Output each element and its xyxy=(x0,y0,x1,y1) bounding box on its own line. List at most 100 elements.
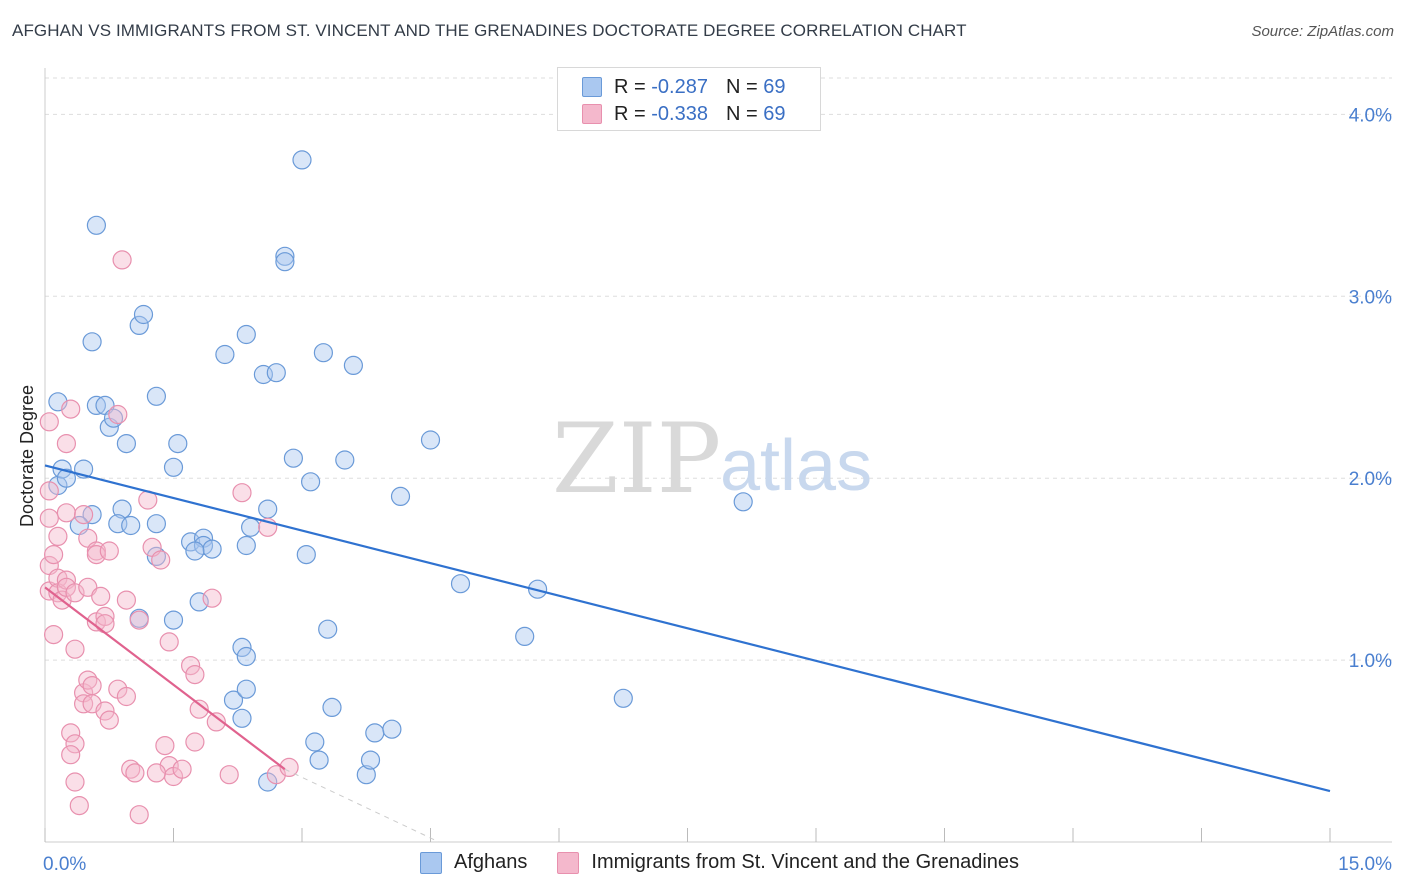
afghans-point xyxy=(420,430,441,450)
legend-r-value: -0.338 xyxy=(651,102,708,125)
y-tick-label: 2.0% xyxy=(1349,469,1392,490)
immigrants-point xyxy=(112,250,132,270)
immigrants-point xyxy=(65,734,85,754)
immigrants-point xyxy=(65,583,85,603)
immigrants-point xyxy=(82,675,102,696)
immigrants-point xyxy=(155,735,175,756)
immigrants-point xyxy=(159,632,179,652)
afghans-point xyxy=(163,610,184,630)
afghans-point xyxy=(236,679,256,699)
afghans-point xyxy=(146,514,166,534)
immigrants-points xyxy=(39,250,299,825)
afghans-point xyxy=(275,246,295,266)
afghans-point xyxy=(283,448,303,468)
blue-swatch-icon xyxy=(420,851,442,874)
y-axis-label: Doctorate Degree xyxy=(17,385,37,527)
afghans-point xyxy=(515,626,535,647)
pink-swatch-icon xyxy=(557,851,580,874)
y-tick-label: 3.0% xyxy=(1349,287,1392,308)
y-tick-labels: 1.0% 2.0% 3.0% 4.0% xyxy=(1349,105,1392,672)
afghans-point xyxy=(450,574,471,594)
series-legend: Afghans Immigrants from St. Vincent and … xyxy=(420,851,1049,874)
afghans-point xyxy=(258,499,278,519)
legend-item-immigrants: Immigrants from St. Vincent and the Gren… xyxy=(557,851,1019,874)
immigrants-point xyxy=(95,614,115,634)
afghans-point xyxy=(133,304,154,325)
legend-n-value: 69 xyxy=(763,102,786,125)
afghans-point xyxy=(232,708,252,728)
legend-n-label: N = xyxy=(725,75,758,98)
immigrants-point xyxy=(61,723,81,743)
immigrants-point xyxy=(129,610,149,630)
afghans-point xyxy=(56,468,77,488)
gridlines xyxy=(45,77,1392,661)
immigrants-trend-line xyxy=(44,586,286,771)
afghans-point xyxy=(301,472,321,492)
immigrants-point xyxy=(129,805,149,825)
immigrants-point xyxy=(181,655,201,676)
immigrants-point xyxy=(39,508,59,528)
axes xyxy=(44,68,1392,843)
immigrants-point xyxy=(99,710,119,730)
legend-afghans-label: Afghans xyxy=(454,851,528,873)
immigrants-point xyxy=(73,504,94,525)
afghans-point xyxy=(292,150,312,170)
immigrants-point xyxy=(95,606,115,627)
immigrants-point xyxy=(185,664,205,685)
afghans-point xyxy=(121,515,141,536)
legend-row-immigrants: R = -0.338 N = 69 xyxy=(582,102,785,126)
immigrants-point xyxy=(61,745,81,765)
immigrants-point xyxy=(56,503,77,523)
immigrants-point xyxy=(95,701,115,721)
legend-n-value: 69 xyxy=(763,75,786,98)
legend-n-label: N = xyxy=(725,102,758,125)
afghans-point xyxy=(86,215,107,235)
afghans-point xyxy=(296,544,316,565)
afghans-point xyxy=(266,363,286,383)
afghans-point xyxy=(236,535,256,556)
afghans-point xyxy=(335,450,355,470)
immigrants-point xyxy=(99,541,119,561)
afghans-point xyxy=(365,723,385,743)
afghans-point xyxy=(129,315,149,335)
legend-row-afghans: R = -0.287 N = 69 xyxy=(582,75,785,99)
immigrants-point xyxy=(48,526,68,547)
immigrants-point xyxy=(116,590,137,610)
afghans-point xyxy=(613,688,633,708)
afghans-points xyxy=(48,150,753,792)
afghans-point xyxy=(241,517,261,537)
immigrants-point xyxy=(43,624,64,645)
immigrants-point xyxy=(172,759,192,779)
afghans-point xyxy=(223,690,244,710)
immigrants-point xyxy=(189,699,209,719)
immigrants-point xyxy=(43,544,64,565)
y-tick-label: 4.0% xyxy=(1349,105,1392,126)
x-tick-label-max: 15.0% xyxy=(1338,854,1392,875)
afghans-point xyxy=(356,765,376,785)
afghans-point xyxy=(236,646,256,667)
immigrants-point xyxy=(125,763,145,783)
immigrants-point xyxy=(65,639,85,659)
immigrants-point xyxy=(91,586,111,607)
afghans-point xyxy=(343,355,363,375)
immigrants-point xyxy=(279,757,299,778)
source-label: Source: ZipAtlas.com xyxy=(1251,23,1394,40)
legend-r-value: -0.287 xyxy=(651,75,708,98)
immigrants-point xyxy=(151,550,171,570)
afghans-point xyxy=(185,541,205,561)
blue-swatch-icon xyxy=(582,77,602,97)
afghans-point xyxy=(163,457,184,477)
legend-immigrants-label: Immigrants from St. Vincent and the Gren… xyxy=(591,851,1020,873)
afghans-point xyxy=(116,434,137,454)
immigrants-point xyxy=(146,763,166,783)
legend-item-afghans: Afghans xyxy=(420,851,527,874)
immigrants-point xyxy=(39,481,59,501)
afghans-point xyxy=(112,499,132,519)
immigrants-trend-extension xyxy=(284,768,440,843)
immigrants-point xyxy=(202,588,222,608)
afghans-point xyxy=(275,252,295,272)
legend-r-label: R = xyxy=(614,102,646,125)
afghans-point xyxy=(168,434,188,454)
immigrants-point xyxy=(69,795,89,816)
trend-lines xyxy=(44,464,1331,843)
